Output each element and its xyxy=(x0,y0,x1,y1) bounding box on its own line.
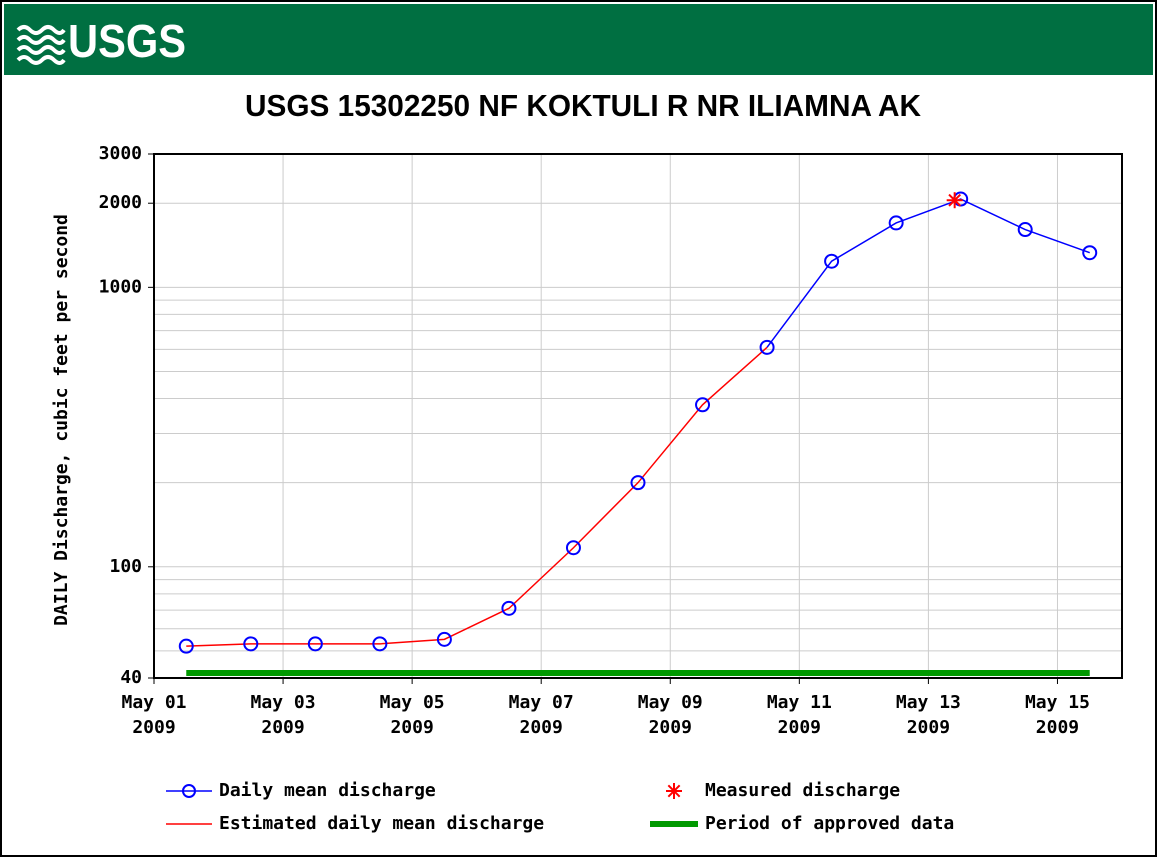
banner xyxy=(4,4,1153,75)
y-tick-label: 3000 xyxy=(99,143,142,164)
y-tick-label: 100 xyxy=(109,556,142,577)
legend-label: Daily mean discharge xyxy=(219,780,436,801)
legend-label: Period of approved data xyxy=(705,813,954,834)
x-tick-label: May 13 2009 xyxy=(895,692,961,738)
daily-mean-point xyxy=(436,631,452,647)
estimated-line xyxy=(186,346,768,647)
x-tick-label: May 11 2009 xyxy=(766,692,832,738)
logo-waves xyxy=(16,25,66,65)
star-stroke xyxy=(667,784,681,798)
x-tick-label: May 03 2009 xyxy=(250,692,316,738)
chart-title: USGS 15302250 NF KOKTULI R NR ILIAMNA AK xyxy=(245,88,922,123)
daily-mean-point xyxy=(630,475,646,491)
x-tick-label: May 09 2009 xyxy=(637,692,703,738)
daily-mean-point xyxy=(307,636,323,652)
y-tick-label: 40 xyxy=(120,667,142,688)
measured-point xyxy=(666,783,682,799)
daily-mean-point xyxy=(501,600,517,616)
x-tick-label: May 01 2009 xyxy=(121,692,187,738)
daily-mean-point xyxy=(565,540,581,556)
logo: USGS xyxy=(68,15,186,67)
plot-border xyxy=(153,153,1123,679)
daily-mean-point xyxy=(759,339,775,355)
legend-label: Measured discharge xyxy=(705,780,900,801)
daily-mean-point xyxy=(888,215,904,231)
daily-mean-point xyxy=(1017,222,1033,238)
daily-mean-point xyxy=(243,636,259,652)
measured-point xyxy=(946,192,963,209)
daily-mean-point xyxy=(372,636,388,652)
daily-mean-point xyxy=(1082,245,1098,261)
y-tick-label: 2000 xyxy=(99,192,142,213)
legend-swatch xyxy=(182,784,196,798)
x-tick-label: May 15 2009 xyxy=(1024,692,1090,738)
x-tick-label: May 05 2009 xyxy=(379,692,445,738)
daily-mean-point xyxy=(824,253,840,269)
y-axis-label: DAILY Discharge, cubic feet per second xyxy=(51,214,72,626)
y-tick-label: 1000 xyxy=(99,276,142,297)
daily-mean-point xyxy=(178,638,194,654)
x-tick-label: May 07 2009 xyxy=(508,692,574,738)
daily-mean-point xyxy=(695,397,711,413)
star-stroke xyxy=(948,193,962,207)
daily-mean-line xyxy=(766,198,1090,348)
legend-label: Estimated daily mean discharge xyxy=(219,813,544,834)
